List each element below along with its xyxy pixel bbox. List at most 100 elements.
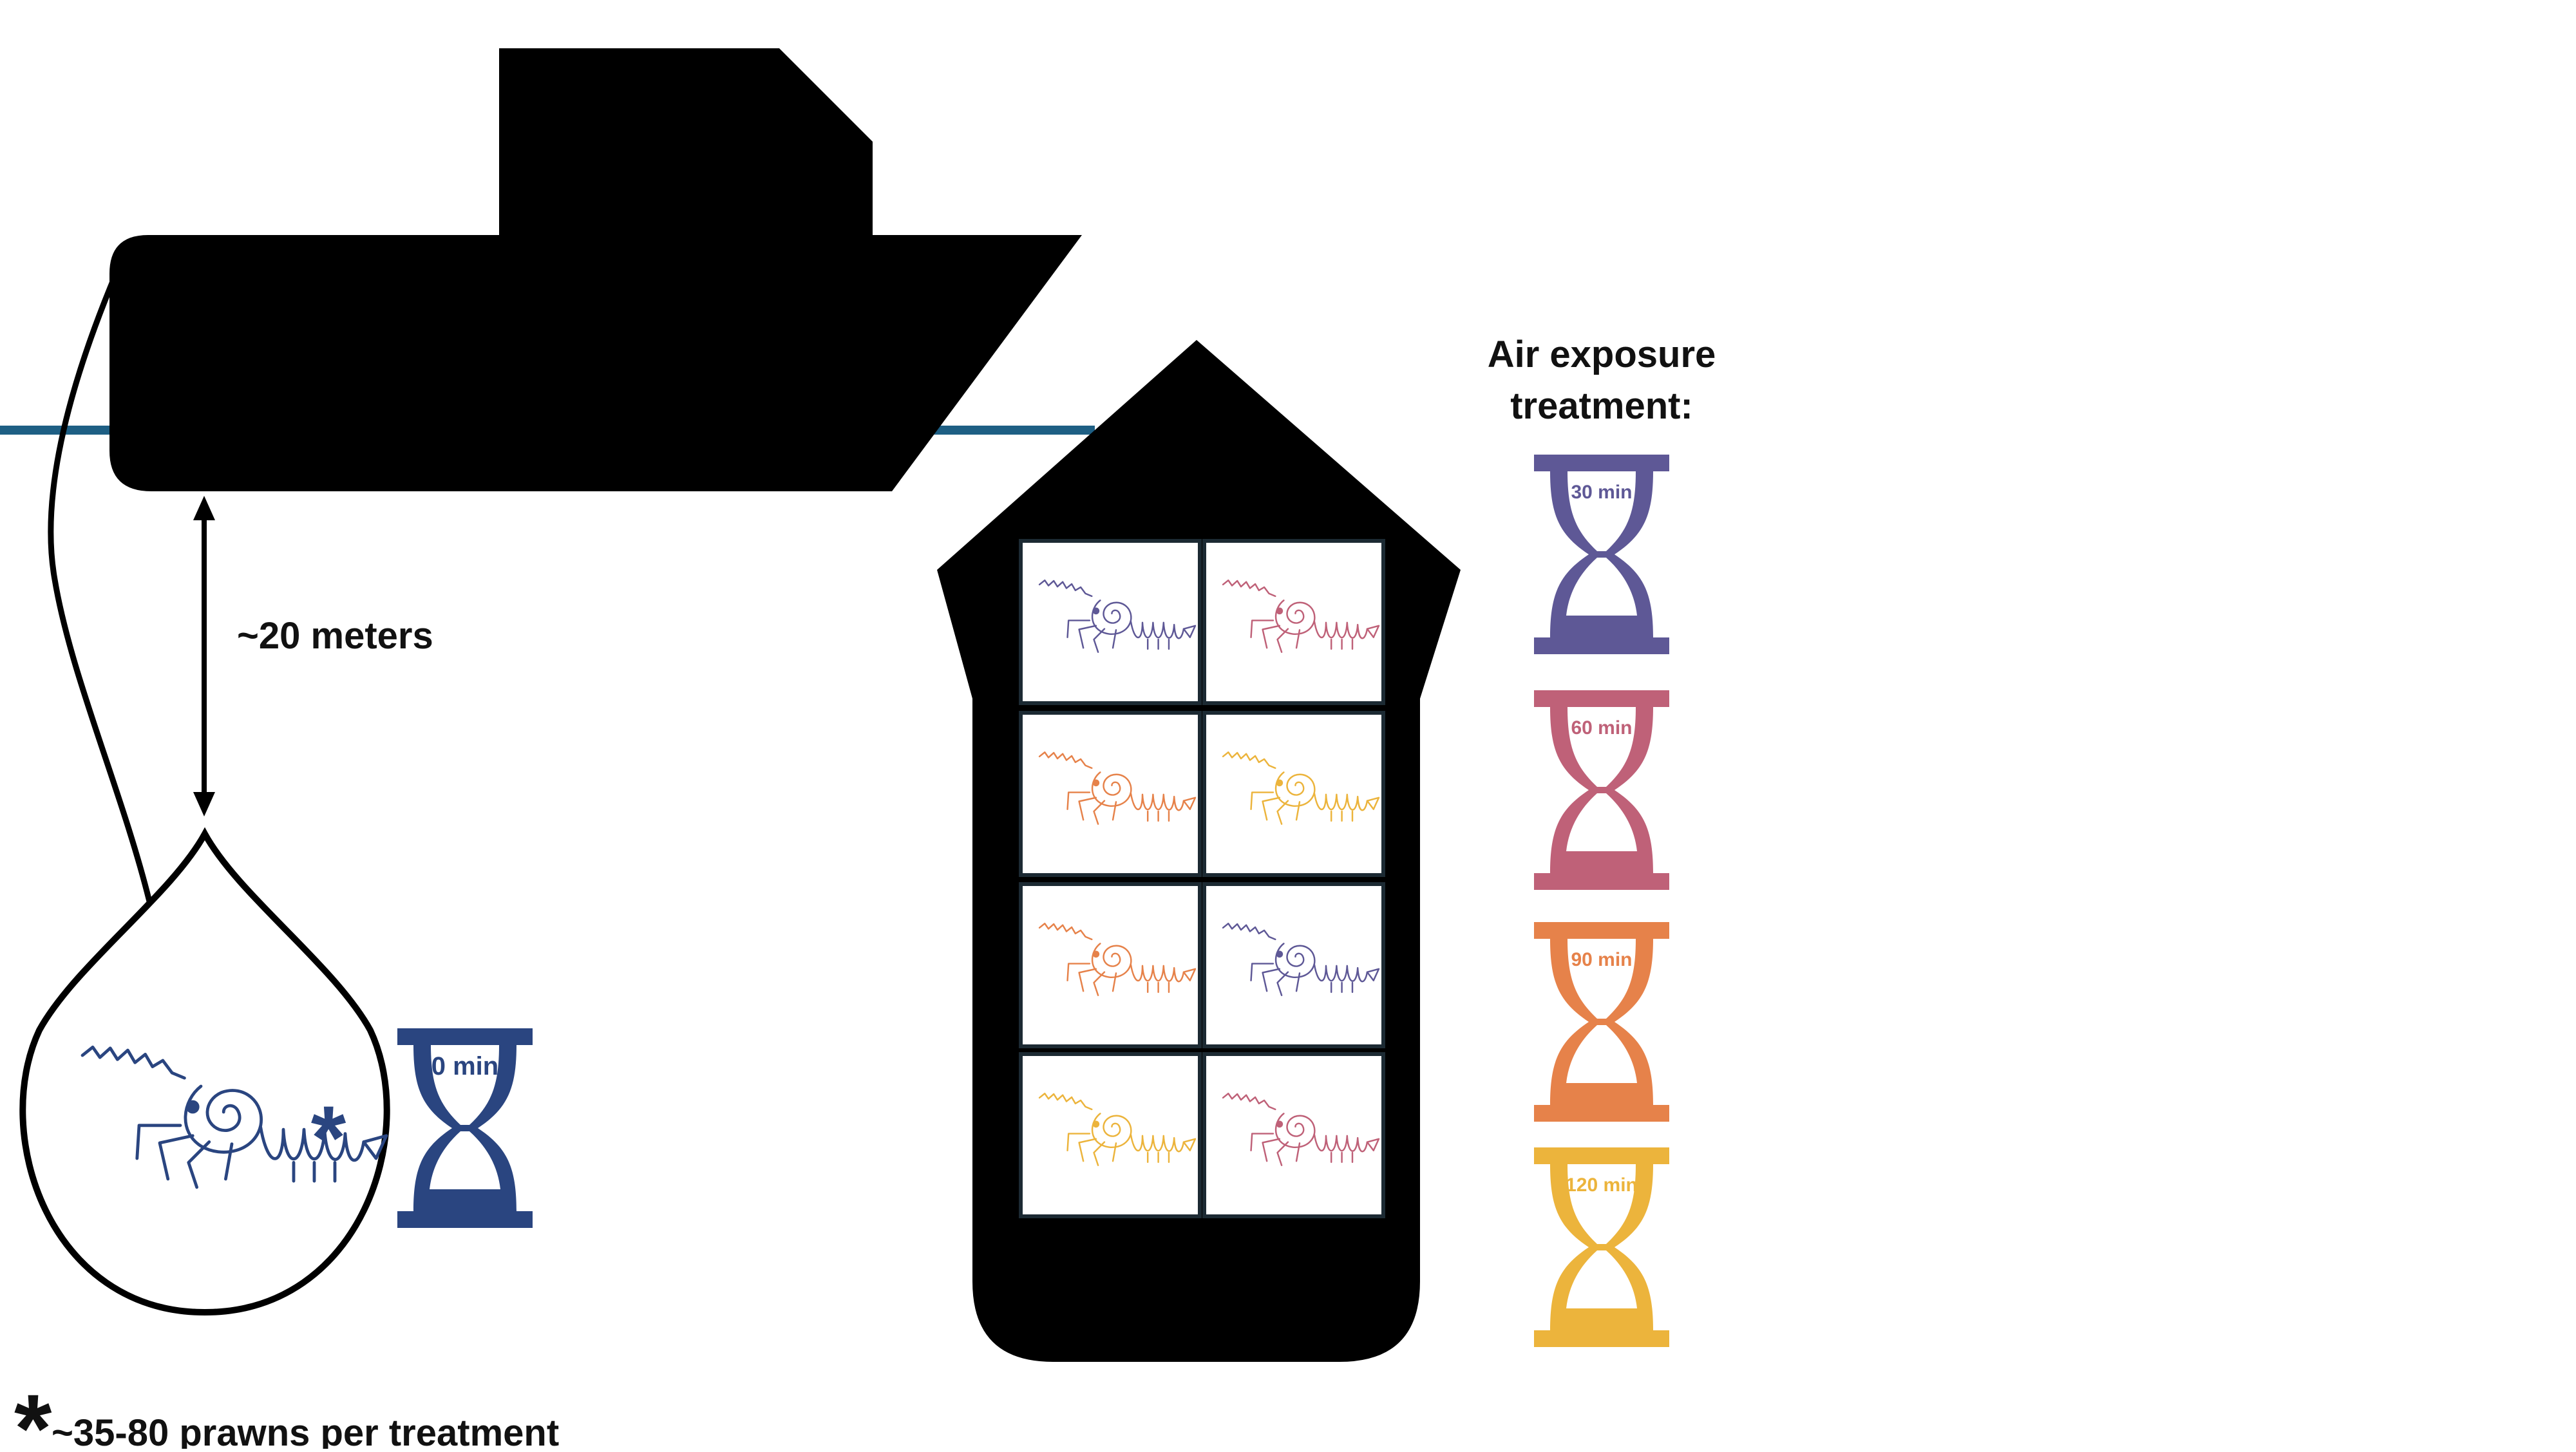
prawn-tail-segments <box>1313 792 1368 811</box>
prawn-tail-fan <box>1182 797 1197 811</box>
prawn-antenna <box>1222 1093 1276 1111</box>
prawn-spiral-body <box>1274 943 1316 979</box>
prawn-tail-segments <box>1130 1133 1185 1153</box>
holding-cell <box>1202 539 1385 705</box>
hourglass-top-bar <box>1534 922 1669 939</box>
trap-asterisk: * <box>311 1087 346 1188</box>
prawn-antenna <box>1038 580 1093 598</box>
prawn-legs <box>1250 619 1354 653</box>
prawn-legs <box>1066 963 1170 996</box>
treatment-heading-line2: treatment: <box>1510 385 1693 427</box>
prawn-eye <box>1092 1120 1100 1128</box>
hourglass-lower-glass <box>1566 1250 1637 1308</box>
prawn-tail-segments <box>259 1126 366 1162</box>
trap-prawn <box>80 1045 388 1189</box>
treatment-hourglasses: 30 min 60 min 90 min 120 min <box>1534 455 1669 1347</box>
holding-cell <box>1019 539 1202 705</box>
depth-label: ~20 meters <box>237 615 433 657</box>
holding-cell <box>1019 711 1202 877</box>
prawn-spiral-body <box>184 1084 263 1154</box>
footnote-text: ~35-80 prawns per treatment <box>52 1412 559 1449</box>
prawn-spiral-body <box>1091 771 1132 807</box>
prawn-spiral-body <box>1091 599 1132 636</box>
boat-hull <box>109 235 1082 491</box>
boat-cabin <box>499 48 873 238</box>
prawn-eye <box>185 1100 200 1114</box>
prawn-antenna <box>1222 923 1276 941</box>
prawn-legs <box>1250 963 1354 996</box>
prawn-spiral-body <box>1274 1113 1316 1149</box>
hourglass-lower-glass <box>1566 558 1637 616</box>
boat-silhouette <box>109 48 1082 491</box>
prawn-eye <box>1092 607 1100 615</box>
prawn-legs <box>135 1124 337 1189</box>
control-hourglass-0min: 0 min <box>397 1028 533 1228</box>
holding-cell-grid <box>1019 539 1385 1218</box>
prawn-antenna <box>1222 751 1276 769</box>
holding-cell-frame <box>1202 711 1385 877</box>
hourglass-bottom-bar <box>397 1211 533 1228</box>
prawn-spiral-body <box>1091 943 1132 979</box>
control-hourglass: 0 min <box>397 1028 533 1228</box>
hourglass-upper-glass <box>431 1045 499 1125</box>
holding-cell <box>1019 1052 1202 1218</box>
prawn-tail-fan <box>1366 1138 1380 1152</box>
hourglass-label: 120 min <box>1566 1174 1638 1196</box>
holding-cell-prawn <box>1222 923 1380 996</box>
prawn-tail-segments <box>1130 792 1185 811</box>
hourglass-label: 90 min <box>1571 949 1632 970</box>
prawn-legs <box>1066 619 1170 653</box>
prawn-tail-segments <box>1313 1133 1368 1153</box>
prawn-tail-segments <box>1130 963 1185 983</box>
prawn-spiral-body <box>1274 771 1316 807</box>
prawn-antenna <box>1222 580 1276 598</box>
trap-tether-line <box>48 272 153 903</box>
prawn-antenna <box>80 1045 186 1080</box>
hourglass-lower-glass <box>1566 793 1637 851</box>
prawn-legs <box>1066 791 1170 825</box>
prawn-tail-fan <box>1366 797 1380 811</box>
holding-cell <box>1202 711 1385 877</box>
prawn-spiral-body <box>1274 599 1316 636</box>
footnote-asterisk: * <box>14 1374 52 1449</box>
prawn-tail-segments <box>1130 620 1185 639</box>
hourglass-upper-glass <box>1567 939 1636 1019</box>
prawn-tail-fan <box>1182 625 1197 639</box>
holding-cell <box>1202 1052 1385 1218</box>
prawn-eye <box>1276 950 1283 958</box>
hourglass-label: 30 min <box>1571 482 1632 503</box>
prawn-legs <box>1066 1133 1170 1166</box>
holding-cell-prawn <box>1038 751 1197 825</box>
prawn-tail-fan <box>1366 968 1380 982</box>
hourglass-upper-glass <box>1567 707 1636 787</box>
holding-cell <box>1202 882 1385 1048</box>
hourglass-top-bar <box>1534 690 1669 707</box>
prawn-tail-segments <box>1313 963 1368 983</box>
prawn-tail-fan <box>1182 1138 1197 1152</box>
trap-prawn-drawing <box>80 1045 388 1189</box>
hourglass-bottom-bar <box>1534 637 1669 654</box>
treatment-heading-line1: Air exposure <box>1488 334 1716 375</box>
treatment-hourglass: 30 min <box>1534 455 1669 654</box>
hourglass-upper-glass <box>1567 1164 1636 1244</box>
hourglass-top-bar <box>397 1028 533 1045</box>
prawn-legs <box>1250 1133 1354 1166</box>
prawn-eye <box>1276 607 1283 615</box>
treatment-hourglass: 120 min <box>1534 1147 1669 1347</box>
trap-teardrop <box>19 827 390 1316</box>
hourglass-bottom-bar <box>1534 1105 1669 1122</box>
prawn-tail-segments <box>1313 620 1368 639</box>
hourglass-top-bar <box>1534 455 1669 471</box>
hourglass-upper-glass <box>1567 471 1636 551</box>
holding-cell <box>1019 882 1202 1048</box>
treatment-hourglass: 90 min <box>1534 922 1669 1122</box>
prawn-eye <box>1276 1120 1283 1128</box>
prawn-eye <box>1092 779 1100 787</box>
hourglass-label: 0 min <box>431 1052 498 1080</box>
hourglass-lower-glass <box>430 1131 500 1189</box>
prawn-tail-fan <box>362 1134 388 1160</box>
holding-cell-prawn <box>1038 1093 1197 1166</box>
prawn-antenna <box>1038 923 1093 941</box>
